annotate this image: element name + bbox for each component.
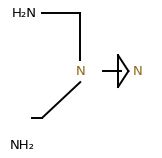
Text: NH₂: NH₂	[10, 139, 35, 152]
Text: H₂N: H₂N	[12, 7, 36, 20]
Text: N: N	[132, 65, 142, 78]
Text: N: N	[75, 65, 85, 78]
